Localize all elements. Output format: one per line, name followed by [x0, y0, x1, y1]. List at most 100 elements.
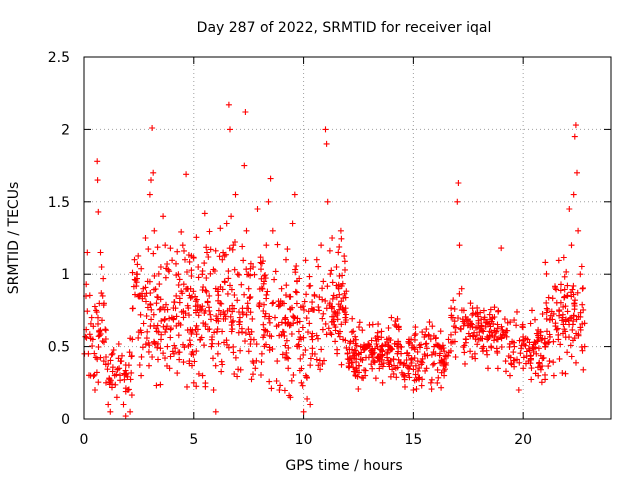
data-point: [411, 336, 418, 343]
data-point: [306, 320, 313, 327]
data-point: [316, 307, 322, 314]
data-point: [507, 319, 514, 326]
chart-title: Day 287 of 2022, SRMTID for receiver iqa…: [197, 20, 492, 36]
data-point: [307, 282, 314, 289]
data-point: [218, 300, 225, 307]
data-point: [266, 344, 273, 351]
data-point: [188, 330, 195, 337]
data-point: [316, 294, 323, 301]
data-point: [458, 285, 465, 292]
data-point: [426, 319, 433, 326]
data-point: [190, 254, 197, 261]
data-point: [535, 334, 542, 341]
data-point: [520, 354, 527, 361]
y-tick-label: 1.5: [48, 195, 70, 211]
data-point: [352, 347, 359, 354]
data-point: [507, 354, 514, 361]
data-point: [552, 323, 559, 330]
data-point: [313, 332, 320, 339]
data-point: [528, 376, 535, 383]
data-point: [117, 372, 123, 379]
data-point: [445, 352, 451, 359]
data-point: [570, 282, 577, 289]
data-point: [217, 283, 224, 290]
data-point: [485, 365, 491, 372]
data-point: [223, 220, 230, 227]
data-point: [305, 329, 311, 336]
y-tick-label: 1: [61, 267, 70, 283]
data-point: [294, 343, 301, 350]
data-point: [311, 291, 318, 298]
data-point: [332, 338, 339, 345]
data-point: [175, 320, 182, 327]
data-point: [239, 305, 246, 312]
data-point: [543, 299, 550, 306]
data-point: [538, 379, 545, 386]
data-point: [161, 316, 168, 323]
data-point: [569, 326, 576, 333]
data-point: [344, 350, 351, 357]
data-point: [428, 376, 435, 383]
data-point: [546, 358, 553, 365]
data-point: [148, 306, 155, 313]
data-point: [122, 413, 129, 420]
data-point: [369, 365, 376, 372]
data-point: [261, 301, 267, 308]
data-point: [323, 140, 330, 147]
data-point: [296, 275, 303, 282]
data-point: [268, 385, 275, 392]
data-point: [272, 314, 278, 321]
data-point: [127, 376, 134, 383]
data-point: [299, 324, 306, 331]
data-point: [207, 311, 214, 318]
data-point: [190, 288, 197, 295]
data-point: [437, 328, 444, 335]
x-axis-label: GPS time / hours: [285, 458, 402, 474]
data-point: [428, 351, 435, 358]
data-point: [108, 351, 115, 358]
data-point: [247, 341, 254, 347]
data-point: [412, 371, 419, 378]
data-point: [566, 334, 572, 341]
data-point: [302, 347, 309, 354]
data-point: [100, 358, 107, 365]
data-point: [423, 345, 430, 352]
data-point: [406, 365, 413, 372]
data-point: [315, 362, 322, 369]
data-point: [407, 363, 413, 369]
data-point: [183, 286, 189, 293]
data-point: [92, 387, 98, 393]
data-point: [390, 356, 397, 363]
data-point: [102, 336, 109, 342]
data-point: [275, 303, 282, 310]
data-point: [336, 306, 343, 313]
data-point: [212, 247, 219, 254]
data-point: [412, 362, 419, 369]
data-point: [486, 311, 493, 318]
data-point: [431, 343, 438, 350]
data-point: [445, 349, 452, 356]
data-point: [542, 344, 549, 350]
data-point: [285, 365, 292, 372]
data-point: [98, 264, 105, 270]
data-point: [434, 379, 441, 386]
data-point: [187, 341, 194, 348]
data-point: [279, 328, 286, 335]
data-point: [318, 346, 325, 353]
data-point: [417, 344, 423, 351]
data-point: [95, 314, 101, 321]
data-point: [299, 382, 306, 389]
data-point: [300, 303, 306, 310]
x-tick-label: 5: [189, 432, 198, 448]
data-point: [397, 359, 404, 366]
data-point: [404, 350, 411, 357]
data-point: [115, 341, 122, 347]
data-point: [483, 319, 490, 326]
data-point: [262, 272, 269, 278]
data-point: [342, 266, 348, 273]
data-point: [352, 333, 359, 340]
data-point: [234, 373, 241, 380]
data-point: [283, 292, 289, 299]
data-point: [201, 342, 207, 349]
